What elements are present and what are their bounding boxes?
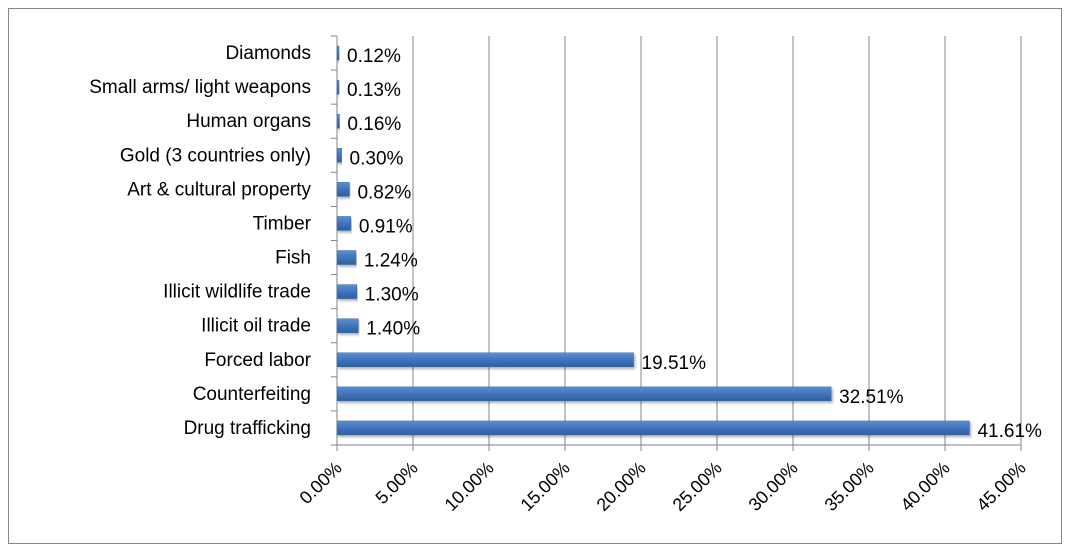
x-tick-label: 15.00% <box>517 458 574 515</box>
category-label: Counterfeiting <box>193 384 311 405</box>
category-label: Timber <box>253 213 312 234</box>
gridlines <box>412 36 1022 451</box>
bar-gold-3-countries-only- <box>336 148 342 163</box>
data-label: 0.91% <box>359 216 413 237</box>
data-label: 32.51% <box>839 387 904 408</box>
data-label: 1.40% <box>366 319 420 340</box>
bar-forced-labor <box>336 352 634 368</box>
bar-drug-trafficking <box>336 420 970 436</box>
category-label: Gold (3 countries only) <box>120 145 311 166</box>
data-label: 0.12% <box>347 46 401 67</box>
bar-art-cultural-property <box>336 182 350 197</box>
bar-counterfeiting <box>336 386 832 402</box>
category-label: Human organs <box>186 111 311 132</box>
x-tick-label: 5.00% <box>372 458 422 508</box>
data-label: 19.51% <box>642 353 707 374</box>
data-label: 1.30% <box>365 285 419 306</box>
x-tick-label: 40.00% <box>897 458 954 515</box>
bar-fish <box>336 250 357 265</box>
x-tick-label: 10.00% <box>441 458 498 515</box>
data-label: 0.16% <box>347 114 401 135</box>
data-label: 1.24% <box>364 251 418 272</box>
category-label: Small arms/ light weapons <box>89 77 311 98</box>
bar-illicit-wildlife-trade <box>336 284 358 299</box>
x-tick-label: 25.00% <box>669 458 726 515</box>
data-label: 0.82% <box>357 182 411 203</box>
x-tick-label: 30.00% <box>745 458 802 515</box>
bar-illicit-oil-trade <box>336 318 359 333</box>
bars <box>336 45 970 436</box>
bar-small-arms-light-weapons <box>336 79 340 95</box>
bar-human-organs <box>336 113 340 129</box>
bar-diamonds <box>336 45 340 61</box>
category-label: Art & cultural property <box>127 179 311 200</box>
bar-timber <box>336 216 352 231</box>
category-label: Fish <box>275 248 311 269</box>
data-label: 0.30% <box>350 148 404 169</box>
axes <box>331 35 1022 451</box>
x-tick-label: 20.00% <box>593 458 650 515</box>
data-label: 0.13% <box>347 80 401 101</box>
data-label: 41.61% <box>977 421 1042 442</box>
labels: 0.00% 5.00% 10.00% 15.00% 20.00% 25.00% 30.00%… <box>89 43 1042 515</box>
category-label: Illicit wildlife trade <box>163 282 311 303</box>
x-tick-label: 0.00% <box>296 458 346 508</box>
x-tick-label: 45.00% <box>973 458 1030 515</box>
category-label: Illicit oil trade <box>201 316 311 337</box>
category-label: Diamonds <box>225 43 311 64</box>
category-label: Drug trafficking <box>184 418 311 439</box>
chart-frame <box>8 8 1062 544</box>
x-tick-label: 35.00% <box>821 458 878 515</box>
category-label: Forced labor <box>204 350 311 371</box>
